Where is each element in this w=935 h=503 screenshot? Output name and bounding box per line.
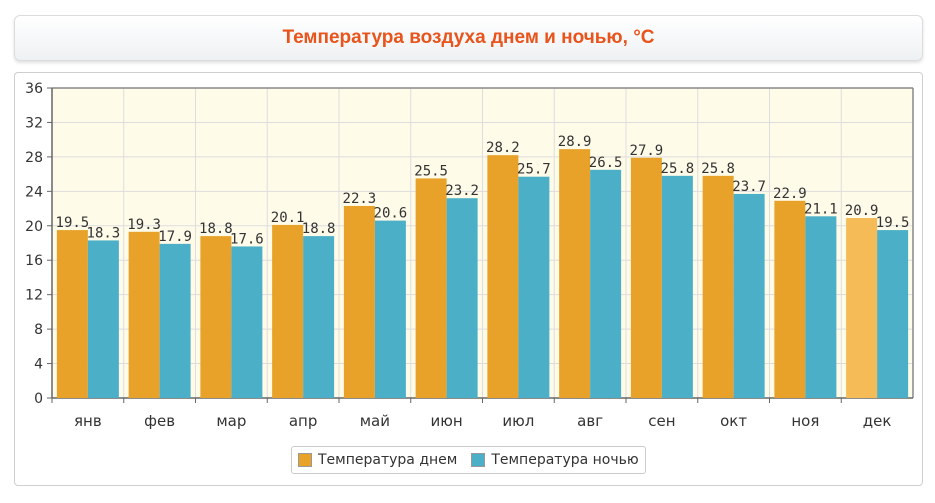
data-label-day: 18.8 (199, 221, 233, 237)
data-label-night: 21.1 (804, 201, 838, 217)
bar-night (159, 243, 191, 398)
y-tick-label: 8 (34, 322, 43, 338)
bar-day (200, 236, 232, 398)
bar-day (846, 218, 878, 398)
data-label-day: 25.8 (701, 161, 735, 177)
y-tick-label: 24 (25, 184, 43, 200)
bar-day (343, 205, 375, 398)
data-label-day: 20.1 (271, 210, 305, 226)
bar-day (128, 231, 160, 398)
data-label-day: 20.9 (845, 203, 879, 219)
bar-day (774, 200, 806, 398)
x-tick-label: сен (648, 412, 675, 430)
data-label-day: 25.5 (414, 163, 448, 179)
data-label-day: 19.5 (56, 215, 90, 231)
x-tick-label: мар (216, 412, 246, 430)
y-tick-label: 16 (25, 253, 43, 269)
chart-title-bar: Температура воздуха днем и ночью, °C (14, 15, 923, 61)
data-label-night: 20.6 (374, 206, 408, 222)
data-label-night: 23.7 (732, 179, 766, 195)
data-label-night: 25.7 (517, 162, 551, 178)
x-tick-label: июл (502, 412, 534, 430)
y-tick-label: 12 (25, 288, 43, 304)
bar-night (661, 175, 693, 398)
x-tick-label: июн (431, 412, 463, 430)
bar-night (805, 216, 837, 398)
data-label-night: 19.5 (876, 215, 910, 231)
x-tick-label: авг (577, 412, 603, 430)
bar-night (374, 220, 406, 398)
data-label-night: 17.9 (158, 229, 192, 245)
data-label-night: 26.5 (589, 155, 623, 171)
bar-night (733, 193, 765, 398)
bar-day (415, 178, 447, 398)
bar-night (303, 236, 335, 398)
legend-label-night: Температура ночью (491, 452, 639, 468)
y-tick-label: 28 (25, 150, 43, 166)
bar-day (702, 175, 734, 398)
x-tick-label: май (360, 412, 390, 430)
data-label-day: 22.9 (773, 186, 807, 202)
x-tick-label: дек (863, 412, 892, 430)
bar-night (877, 230, 909, 398)
legend-item-night[interactable]: Температура ночью (471, 452, 639, 468)
x-tick-label: янв (74, 412, 102, 430)
legend-swatch-night (471, 453, 486, 467)
bar-day (559, 149, 591, 398)
data-label-day: 28.2 (486, 140, 520, 156)
data-label-day: 19.3 (127, 217, 161, 233)
legend-swatch-day (298, 453, 312, 467)
bar-day (272, 224, 304, 398)
y-tick-label: 32 (25, 115, 43, 131)
bar-night (518, 176, 550, 398)
y-tick-label: 36 (25, 81, 43, 97)
data-label-day: 27.9 (630, 143, 664, 159)
data-label-day: 28.9 (558, 134, 592, 150)
bar-night (87, 240, 119, 398)
bar-day (487, 155, 519, 398)
x-tick-label: фев (144, 412, 175, 430)
y-tick-label: 0 (34, 391, 43, 407)
legend-item-day[interactable]: Температура днем (298, 452, 457, 468)
data-label-night: 18.8 (302, 221, 336, 237)
data-label-night: 23.2 (445, 183, 479, 199)
bar-night (590, 169, 622, 398)
bar-night (446, 198, 478, 398)
y-tick-label: 4 (34, 357, 43, 373)
data-label-night: 25.8 (661, 161, 695, 177)
data-label-night: 17.6 (230, 231, 264, 247)
bar-night (231, 246, 263, 398)
data-label-day: 22.3 (343, 191, 377, 207)
bar-day (56, 230, 88, 398)
x-tick-label: окт (720, 412, 747, 430)
legend-label-day: Температура днем (318, 452, 458, 468)
bar-day (630, 157, 662, 398)
x-tick-label: апр (289, 412, 318, 430)
data-label-night: 18.3 (87, 225, 121, 241)
chart-legend: Температура днем Температура ночью (291, 446, 646, 474)
y-tick-label: 20 (25, 219, 43, 235)
chart-title: Температура воздуха днем и ночью, °C (282, 27, 655, 48)
x-tick-label: ноя (791, 412, 819, 430)
